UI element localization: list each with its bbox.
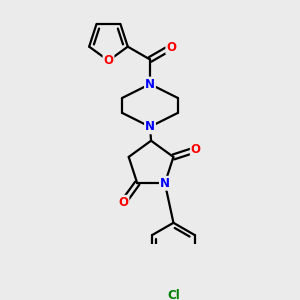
Text: O: O (103, 54, 113, 67)
Text: N: N (145, 120, 155, 133)
Text: N: N (145, 78, 155, 91)
Text: O: O (118, 196, 128, 209)
Text: N: N (160, 177, 170, 190)
Text: O: O (191, 143, 201, 156)
Text: Cl: Cl (167, 289, 180, 300)
Text: O: O (166, 41, 176, 54)
